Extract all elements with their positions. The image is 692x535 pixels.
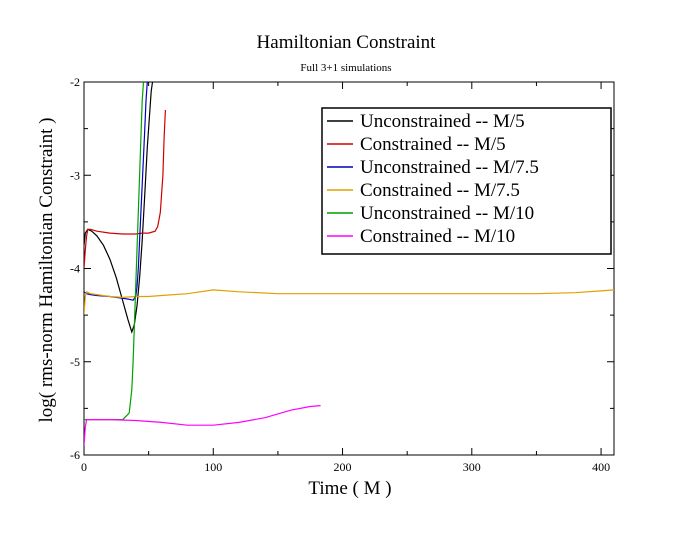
series-line-6 <box>84 405 321 446</box>
x-tick-label: 200 <box>334 460 352 474</box>
series-line-2 <box>84 109 166 269</box>
x-ticks: 0 100 200 300 400 <box>81 82 610 474</box>
x-tick-label: 100 <box>204 460 222 474</box>
chart-title: Hamiltonian Constraint <box>257 32 437 53</box>
y-tick-label: -4 <box>70 262 80 276</box>
chart-subtitle: Full 3+1 simulations <box>300 62 391 74</box>
y-tick-label: -5 <box>70 355 80 369</box>
y-tick-label: -2 <box>70 75 80 89</box>
y-tick-label: -3 <box>70 168 80 182</box>
legend-label: Unconstrained -- M/10 <box>360 203 534 224</box>
legend-label: Constrained -- M/7.5 <box>360 180 520 201</box>
y-ticks: -6 -5 -4 -3 -2 <box>70 75 614 462</box>
series-line-1 <box>84 82 154 334</box>
y-tick-label: -6 <box>70 448 80 462</box>
legend-label: Unconstrained -- M/5 <box>360 111 525 132</box>
legend-box <box>321 107 612 255</box>
legend-label: Constrained -- M/5 <box>360 134 506 155</box>
y-axis-label: log( rms-norm Hamiltonian Constraint ) <box>36 117 57 422</box>
x-axis-label: Time ( M ) <box>308 478 391 499</box>
x-tick-label: 400 <box>592 460 610 474</box>
series-line-3 <box>84 82 148 301</box>
x-tick-label: 0 <box>81 460 87 474</box>
legend-label: Unconstrained -- M/7.5 <box>360 157 539 178</box>
series-layer <box>84 82 614 446</box>
legend-label: Constrained -- M/10 <box>360 226 515 247</box>
series-line-4 <box>84 289 614 316</box>
x-tick-label: 300 <box>463 460 481 474</box>
